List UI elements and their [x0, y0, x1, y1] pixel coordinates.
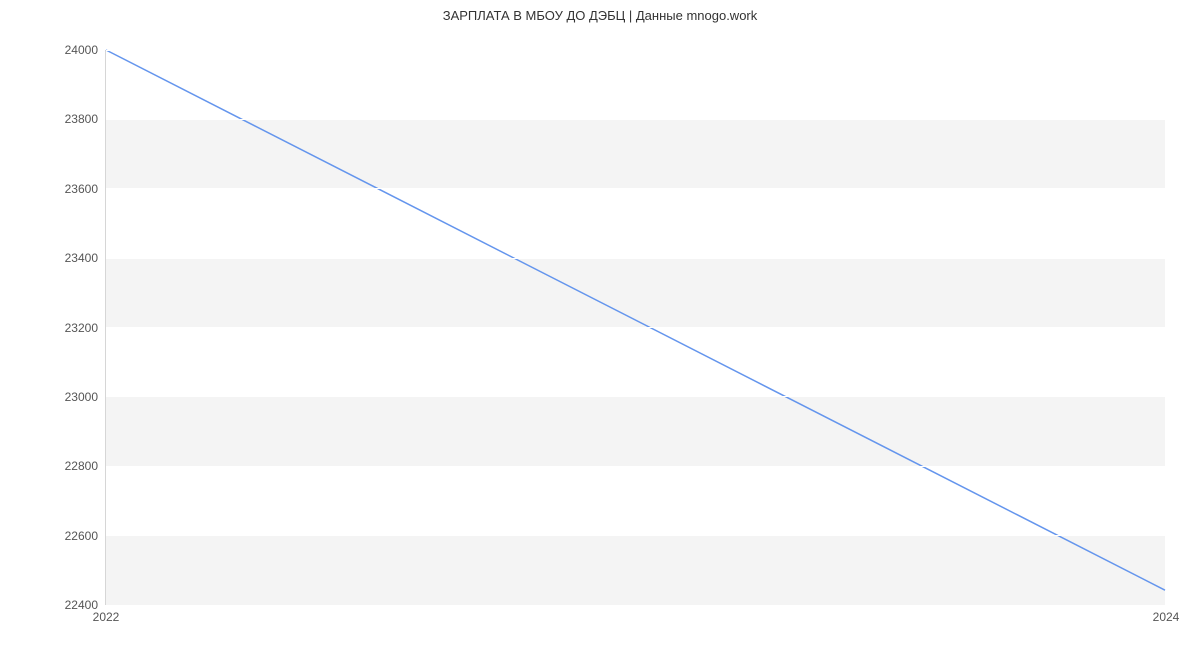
y-axis-label: 23800	[65, 112, 106, 126]
y-axis-label: 24000	[65, 43, 106, 57]
grid-line	[106, 119, 1165, 120]
grid-line	[106, 50, 1165, 51]
x-axis-label: 2022	[93, 604, 120, 624]
y-axis-label: 23400	[65, 251, 106, 265]
x-axis-label: 2024	[1153, 604, 1180, 624]
grid-line	[106, 327, 1165, 328]
series-salary	[106, 50, 1165, 590]
grid-line	[106, 466, 1165, 467]
salary-chart: ЗАРПЛАТА В МБОУ ДО ДЭБЦ | Данные mnogo.w…	[0, 0, 1200, 650]
y-axis-label: 23600	[65, 182, 106, 196]
grid-line	[106, 258, 1165, 259]
chart-title: ЗАРПЛАТА В МБОУ ДО ДЭБЦ | Данные mnogo.w…	[0, 8, 1200, 23]
grid-line	[106, 188, 1165, 189]
y-axis-label: 22600	[65, 529, 106, 543]
grid-line	[106, 535, 1165, 536]
plot-area: 2240022600228002300023200234002360023800…	[105, 50, 1165, 605]
grid-line	[106, 605, 1165, 606]
y-axis-label: 23000	[65, 390, 106, 404]
grid-line	[106, 396, 1165, 397]
y-axis-label: 23200	[65, 321, 106, 335]
y-axis-label: 22800	[65, 459, 106, 473]
